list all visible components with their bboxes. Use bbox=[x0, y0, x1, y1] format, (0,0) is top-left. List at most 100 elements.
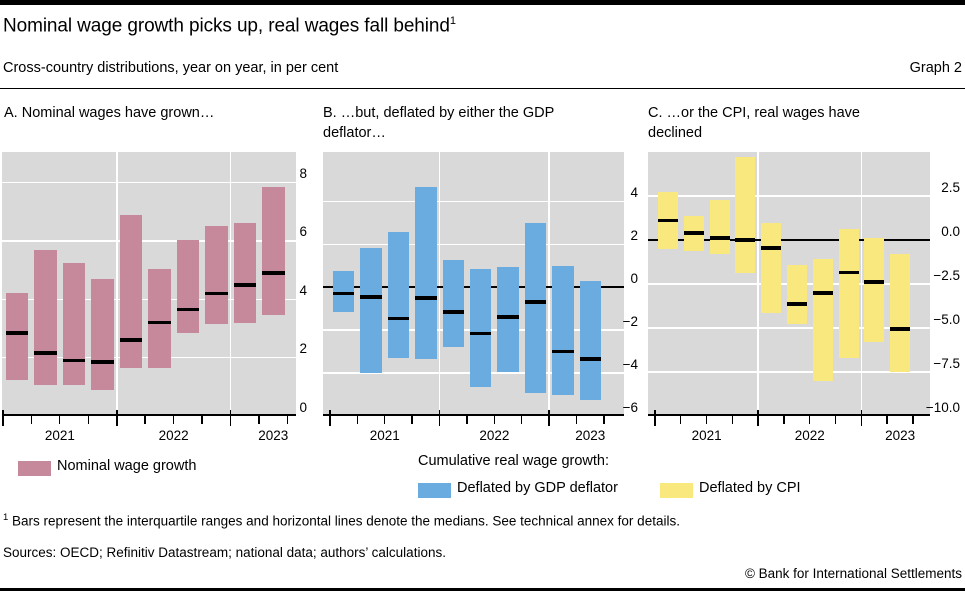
y-tick-label: 4 bbox=[630, 184, 638, 200]
year-label: 2021 bbox=[691, 428, 722, 443]
year-boundary-gridline bbox=[438, 152, 441, 414]
footnote-marker: 1 bbox=[3, 512, 9, 523]
x-minor-tick bbox=[521, 415, 523, 424]
year-label: 2021 bbox=[44, 428, 75, 443]
y-tick-label: 0 bbox=[299, 399, 307, 415]
x-minor-tick bbox=[886, 415, 888, 424]
horizontal-gridline bbox=[2, 181, 296, 184]
iqr-bar bbox=[552, 265, 574, 395]
x-major-tick bbox=[438, 409, 441, 426]
cpi-legend-label: Deflated by CPI bbox=[699, 480, 801, 496]
page-title: Nominal wage growth picks up, real wages… bbox=[3, 15, 456, 37]
median-line bbox=[205, 291, 228, 296]
y-tick-label: 0.0 bbox=[941, 223, 960, 239]
median-line bbox=[233, 282, 257, 287]
y-tick-label: −10.0 bbox=[925, 399, 960, 415]
median-line bbox=[786, 302, 807, 307]
x-major-tick bbox=[860, 409, 863, 426]
chart-area: 8 6 4 2 0 2021 2022 2023 4 2 0 −2 −4 −6 2021 2022 2023 2.… bbox=[2, 152, 960, 443]
page-subtitle: Cross-country distributions, year on yea… bbox=[3, 60, 339, 76]
iqr-bar bbox=[176, 239, 200, 333]
x-minor-tick bbox=[201, 415, 203, 424]
panel-c-title: C. …or the CPI, real wages have declined bbox=[648, 105, 860, 141]
iqr-bar bbox=[262, 187, 285, 316]
iqr-bar bbox=[864, 238, 885, 343]
iqr-bar bbox=[360, 247, 382, 374]
median-line bbox=[415, 296, 437, 300]
y-tick-label: −4 bbox=[622, 356, 638, 372]
x-minor-tick bbox=[411, 415, 413, 424]
year-label: 2022 bbox=[479, 428, 510, 443]
x-major-tick bbox=[2, 409, 4, 426]
x-minor-tick bbox=[384, 415, 386, 424]
iqr-bar bbox=[148, 268, 171, 368]
cpi-swatch bbox=[660, 483, 693, 498]
iqr-bar bbox=[387, 232, 410, 359]
y-tick-label: 2 bbox=[630, 227, 638, 243]
iqr-bar bbox=[735, 157, 756, 273]
median-line bbox=[890, 327, 911, 331]
x-minor-tick bbox=[144, 415, 146, 424]
median-line bbox=[442, 310, 465, 314]
median-line bbox=[332, 291, 355, 296]
header-divider bbox=[0, 88, 965, 90]
x-major-tick bbox=[548, 409, 551, 426]
horizontal-gridline bbox=[2, 240, 296, 242]
median-line bbox=[683, 231, 704, 235]
x-minor-tick bbox=[30, 415, 33, 424]
y-tick-label: 2 bbox=[299, 341, 307, 357]
cumulative-legend-heading: Cumulative real wage growth: bbox=[418, 453, 610, 469]
median-line bbox=[524, 300, 547, 305]
iqr-bar bbox=[497, 266, 519, 372]
x-minor-tick bbox=[286, 415, 289, 424]
y-tick-label: −2 bbox=[622, 313, 638, 329]
x-minor-tick bbox=[258, 415, 260, 424]
iqr-bar bbox=[332, 271, 355, 312]
y-tick-label: −6 bbox=[622, 399, 638, 415]
iqr-bar bbox=[761, 223, 782, 314]
x-axis-line bbox=[648, 414, 930, 416]
median-line bbox=[838, 270, 859, 275]
x-minor-tick bbox=[680, 415, 682, 424]
iqr-bar bbox=[838, 229, 859, 358]
panel-a-title: A. Nominal wages have grown… bbox=[4, 105, 215, 121]
nominal-wage-growth-legend-label: Nominal wage growth bbox=[57, 458, 197, 474]
footnote: 1 Bars represent the interquartile range… bbox=[3, 512, 953, 529]
year-label: 2023 bbox=[885, 428, 916, 443]
year-label: 2021 bbox=[369, 428, 400, 443]
horizontal-gridline bbox=[648, 371, 930, 373]
sources-line: Sources: OECD; Refinitiv Datastream; nat… bbox=[3, 545, 446, 560]
year-label: 2023 bbox=[575, 428, 606, 443]
year-label: 2023 bbox=[258, 428, 289, 443]
iqr-bar bbox=[469, 268, 492, 388]
median-line bbox=[761, 246, 782, 250]
median-line bbox=[579, 357, 602, 361]
median-line bbox=[469, 331, 492, 336]
year-boundary-gridline bbox=[860, 152, 863, 414]
median-line bbox=[497, 315, 519, 320]
iqr-bar bbox=[709, 200, 730, 255]
median-line bbox=[91, 360, 114, 364]
median-line bbox=[657, 218, 678, 223]
median-line bbox=[34, 351, 57, 356]
x-minor-tick bbox=[59, 415, 61, 424]
iqr-bar bbox=[205, 226, 228, 325]
x-major-tick bbox=[329, 409, 331, 426]
iqr-bar bbox=[442, 260, 465, 348]
bottom-rule bbox=[0, 588, 965, 591]
panel-b-title: B. …but, deflated by either the GDP defl… bbox=[323, 105, 555, 141]
year-boundary-gridline bbox=[116, 152, 118, 414]
iqr-bar bbox=[62, 262, 86, 386]
horizontal-gridline bbox=[648, 327, 930, 329]
median-line bbox=[735, 238, 756, 242]
x-minor-tick bbox=[466, 415, 468, 424]
copyright-line: © Bank for International Settlements bbox=[744, 566, 962, 581]
x-minor-tick bbox=[809, 415, 811, 424]
median-line bbox=[262, 271, 285, 275]
y-tick-label: −2.5 bbox=[933, 267, 960, 283]
iqr-bar bbox=[579, 280, 602, 400]
median-line bbox=[148, 320, 171, 325]
x-major-tick bbox=[116, 409, 118, 426]
footnote-text: Bars represent the interquartile ranges … bbox=[8, 513, 680, 529]
year-label: 2022 bbox=[158, 428, 189, 443]
